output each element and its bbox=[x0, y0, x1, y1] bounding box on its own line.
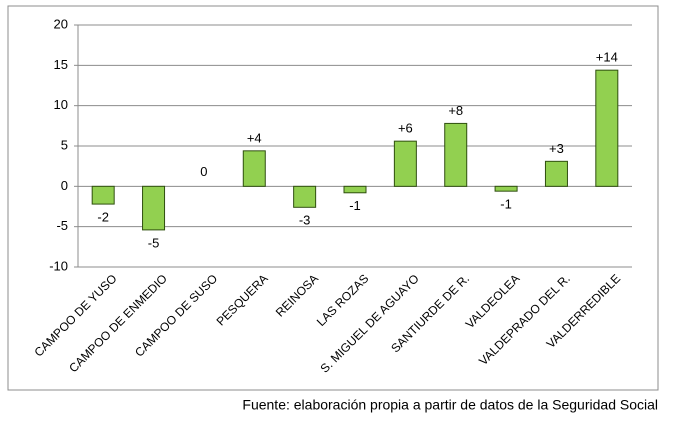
value-label: +3 bbox=[549, 141, 564, 156]
chart-frame bbox=[7, 5, 659, 391]
value-label: -1 bbox=[500, 197, 512, 212]
source-note: Fuente: elaboración propia a partir de d… bbox=[242, 397, 658, 413]
value-label: -1 bbox=[349, 198, 361, 213]
value-label: +14 bbox=[596, 50, 618, 65]
bar bbox=[293, 185, 317, 208]
y-tick-label: 0 bbox=[61, 178, 68, 193]
y-tick-label: 5 bbox=[61, 137, 68, 152]
value-label: -5 bbox=[148, 235, 160, 250]
value-label: -3 bbox=[299, 213, 311, 228]
bar bbox=[494, 185, 518, 192]
y-tick-label: -5 bbox=[56, 218, 68, 233]
bar bbox=[343, 185, 367, 194]
value-label: +6 bbox=[398, 121, 413, 136]
bar bbox=[91, 185, 115, 205]
y-tick-label: 20 bbox=[54, 16, 68, 31]
bar bbox=[242, 150, 266, 187]
bar bbox=[142, 185, 166, 231]
bar bbox=[544, 160, 568, 187]
bar bbox=[595, 69, 619, 187]
value-label: -2 bbox=[97, 210, 109, 225]
y-tick-label: 15 bbox=[54, 57, 68, 72]
bar bbox=[393, 140, 417, 187]
y-tick-label: 10 bbox=[54, 97, 68, 112]
y-tick-label: -10 bbox=[49, 258, 68, 273]
value-label: +4 bbox=[247, 130, 262, 145]
bar bbox=[444, 122, 468, 187]
value-label: +8 bbox=[448, 103, 463, 118]
value-label: 0 bbox=[200, 164, 207, 179]
